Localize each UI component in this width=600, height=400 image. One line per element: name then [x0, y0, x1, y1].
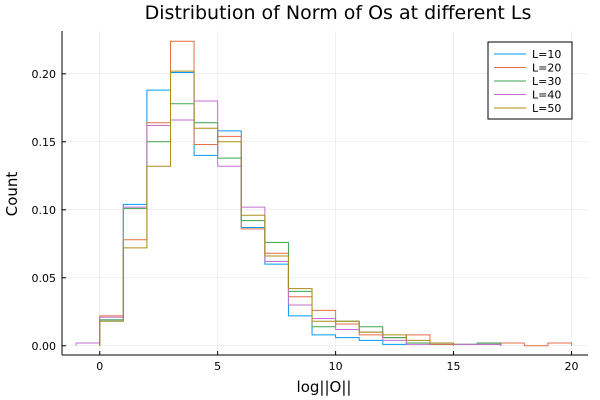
legend-box: [487, 41, 573, 120]
y-tick-label: 0.05: [32, 272, 57, 285]
legend-label-l-40: L=40: [532, 89, 561, 102]
x-axis-label: log||O||: [297, 378, 352, 396]
axes: [61, 31, 588, 356]
x-tick-label: 0: [96, 360, 103, 373]
legend-label-l-50: L=50: [532, 102, 561, 115]
x-tick-label: 20: [564, 360, 578, 373]
x-tick-label: 15: [447, 360, 461, 373]
y-tick-label: 0.20: [32, 68, 57, 81]
x-tick-label: 10: [329, 360, 343, 373]
legend: L=10L=20L=30L=40L=50: [487, 41, 573, 120]
y-tick-label: 0.00: [32, 340, 57, 353]
tick-labels: 0 5 10 15 20 0.00 0.05 0.10 0.15 0.20: [32, 68, 579, 373]
legend-label-l-20: L=20: [532, 62, 561, 75]
y-axis-label: Count: [3, 172, 21, 217]
y-tick-label: 0.15: [32, 136, 57, 149]
legend-label-l-10: L=10: [532, 48, 561, 61]
y-tick-label: 0.10: [32, 204, 57, 217]
series-l-30-histogram: [99, 103, 502, 346]
plot-series: [75, 40, 572, 347]
legend-label-l-30: L=30: [532, 75, 561, 88]
chart-title: Distribution of Norm of Os at different …: [145, 2, 532, 24]
x-tick-label: 5: [214, 360, 221, 373]
series-l-50-histogram: [99, 70, 455, 346]
